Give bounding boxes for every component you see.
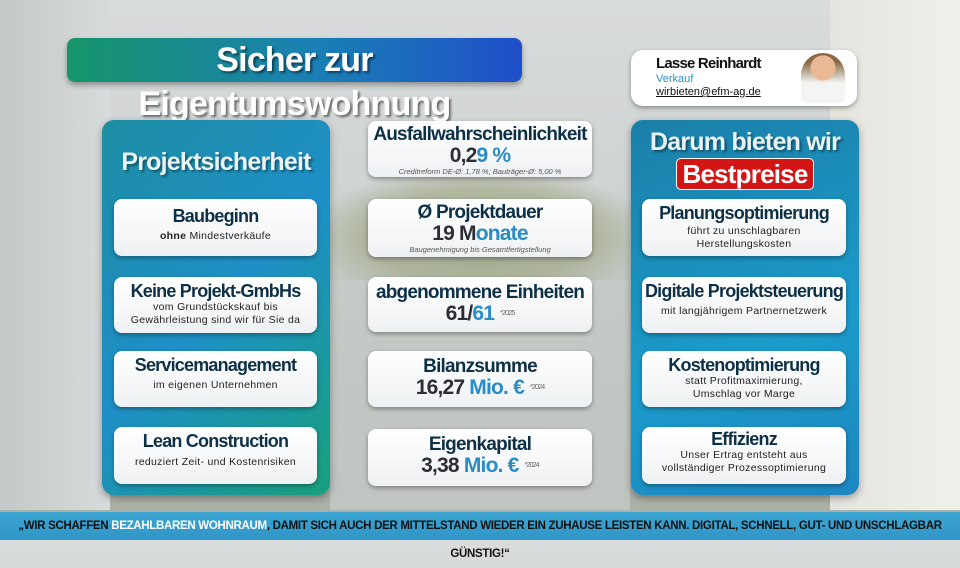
contact-card: Lasse Reinhardt Verkauf wirbieten@efm-ag… (631, 50, 857, 106)
value-accent: 61 (472, 302, 495, 325)
value-accent: Mio. € (469, 376, 525, 399)
card-heading: abgenommene Einheiten (375, 282, 585, 303)
card-bold: ohne (159, 230, 187, 242)
card-eigenkapital: Eigenkapital 3,38 Mio. € *2024 (368, 429, 592, 486)
card-heading: Lean Construction (142, 431, 289, 451)
footer-quote: „WIR SCHAFFEN BEZAHLBAREN WOHNRAUM, DAMI… (0, 512, 960, 560)
card-planungsoptimierung: Planungsoptimierung führt zu unschlagbar… (642, 199, 846, 256)
value-accent: 9 % (476, 144, 512, 167)
card-text: führt zu unschlagbaren Herstellungskoste… (687, 225, 801, 250)
card-heading: Effizienz (711, 429, 778, 449)
quote-highlight: BEZAHLBAREN WOHNRAUM (111, 520, 267, 532)
year-note: *2024 (530, 384, 545, 391)
contact-name: Lasse Reinhardt (656, 55, 762, 72)
panel-title: Projektsicherheit (121, 148, 311, 176)
card-heading: Bilanzsumme (423, 356, 537, 377)
quote-text: , DAMIT SICH AUCH DER MITTELSTAND WIEDER… (266, 520, 942, 560)
card-note: Baugenehmigung bis Gesamtfertigstellung (409, 245, 551, 254)
value: 19 M (432, 222, 476, 245)
year-note: *2024 (524, 462, 540, 469)
bestpreise-badge: Bestpreise (675, 158, 815, 190)
card-abgenommene-einheiten: abgenommene Einheiten 61/61 *2025 (368, 277, 592, 332)
value: 61/ (445, 302, 474, 325)
value: 0,2 (449, 144, 478, 167)
card-text: Unser Ertrag entsteht aus vollständiger … (661, 449, 827, 474)
card-heading: Keine Projekt-GmbHs (130, 281, 302, 301)
card-heading: Eigenkapital (428, 434, 532, 455)
value: 16,27 (415, 376, 470, 399)
quote-text: „WIR SCHAFFEN (18, 520, 112, 532)
card-heading: Digitale Projektsteuerung (644, 281, 844, 301)
card-ausfallwahrscheinlichkeit: Ausfallwahrscheinlichkeit 0,29 % Creditr… (368, 121, 592, 177)
year-note: *2025 (500, 310, 515, 317)
value: 3,38 (421, 454, 464, 477)
card-heading: Planungsoptimierung (659, 203, 830, 223)
card-heading: Servicemanagement (134, 355, 297, 375)
card-digitale-projektsteuerung: Digitale Projektsteuerung mit langjährig… (642, 277, 846, 333)
card-heading: Baubeginn (172, 206, 260, 226)
avatar (801, 53, 845, 103)
card-servicemanagement: Servicemanagement im eigenen Unternehmen (114, 351, 317, 407)
card-text: statt Profitmaximierung, Umschlag vor Ma… (685, 375, 803, 400)
card-text: Mindestverkäufe (189, 230, 272, 242)
contact-role: Verkauf (656, 73, 694, 85)
card-heading: Kostenoptimierung (668, 355, 820, 375)
card-kostenoptimierung: Kostenoptimierung statt Profitmaximierun… (642, 351, 846, 407)
background-building-left (0, 0, 110, 510)
card-heading: Ausfallwahrscheinlichkeit (373, 124, 587, 145)
card-heading: Ø Projektdauer (417, 202, 543, 223)
card-text: reduziert Zeit- und Kostenrisiken (134, 456, 297, 468)
card-note: Creditreform DE-Ø: 1,78 %; Bauträger-Ø: … (398, 167, 562, 176)
card-text: mit langjährigem Partnernetzwerk (661, 305, 827, 317)
card-lean-construction: Lean Construction reduziert Zeit- und Ko… (114, 427, 317, 484)
page-title: Sicher zur Eigentumswohnung (67, 38, 522, 123)
value-accent: onate (475, 222, 529, 245)
panel-title: Darum bieten wir (649, 128, 841, 156)
value-accent: Mio. € (463, 454, 520, 477)
card-text: im eigenen Unternehmen (153, 379, 278, 391)
contact-email[interactable]: wirbieten@efm-ag.de (656, 86, 761, 98)
card-projektdauer: Ø Projektdauer 19 Monate Baugenehmigung … (368, 199, 592, 257)
card-effizienz: Effizienz Unser Ertrag entsteht aus voll… (642, 427, 846, 484)
card-keine-projekt-gmbhs: Keine Projekt-GmbHs vom Grundstückskauf … (114, 277, 317, 333)
card-bilanzsumme: Bilanzsumme 16,27 Mio. € *2024 (368, 351, 592, 407)
card-text: vom Grundstückskauf bis Gewährleistung s… (130, 301, 301, 326)
card-baubeginn: Baubeginn ohne Mindestverkäufe (114, 199, 317, 256)
